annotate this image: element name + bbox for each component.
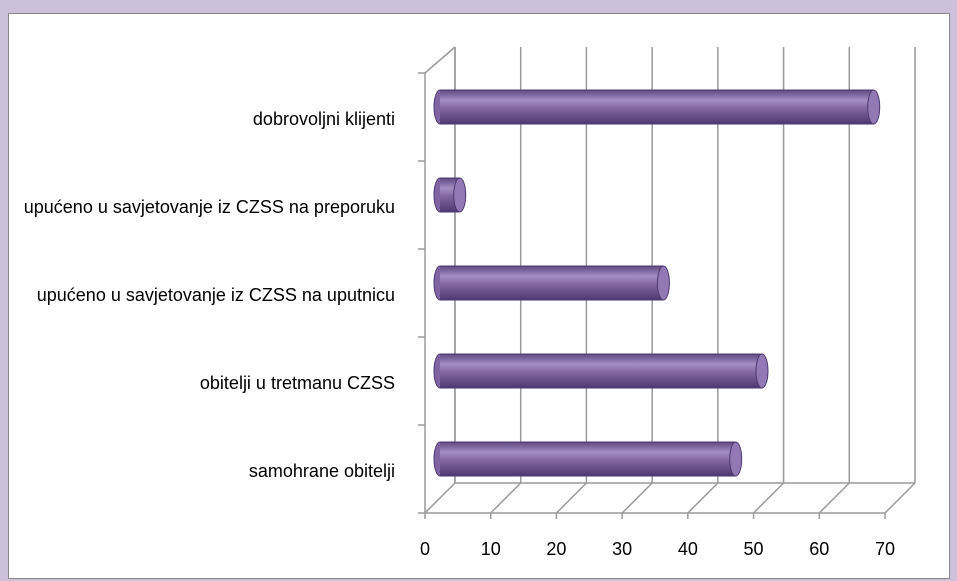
- wall-edge: [424, 46, 456, 74]
- bar-body: [440, 90, 874, 124]
- x-tick-label: 30: [612, 539, 632, 559]
- category-label: samohrane obitelji: [248, 461, 395, 481]
- bar-cap: [656, 265, 670, 301]
- grid-line: [490, 482, 522, 514]
- bar-cap: [453, 177, 467, 213]
- grid-line: [884, 482, 916, 514]
- bar: [433, 177, 467, 213]
- category-label: upućeno u savjetovanje iz CZSS na uputni…: [36, 285, 395, 305]
- bar: [433, 89, 881, 125]
- grid-line: [424, 482, 456, 514]
- bar: [433, 441, 743, 477]
- x-tick-label: 60: [809, 539, 829, 559]
- x-tick-label: 20: [546, 539, 566, 559]
- bar-body: [440, 354, 762, 388]
- x-tick-label: 10: [481, 539, 501, 559]
- bar-cap: [867, 89, 881, 125]
- bar-cap: [755, 353, 769, 389]
- grid-line: [753, 482, 785, 514]
- category-label: obitelji u tretmanu CZSS: [199, 373, 395, 393]
- x-tick-label: 70: [875, 539, 895, 559]
- bar-cap: [729, 441, 743, 477]
- bar-body: [440, 266, 664, 300]
- grid-line: [818, 482, 850, 514]
- bar: [433, 265, 670, 301]
- grid-line: [621, 482, 653, 514]
- grid-line: [687, 482, 719, 514]
- category-label: upućeno u savjetovanje iz CZSS na prepor…: [23, 197, 395, 217]
- category-label: dobrovoljni klijenti: [252, 109, 395, 129]
- bar: [433, 353, 769, 389]
- x-tick-label: 40: [678, 539, 698, 559]
- x-tick-label: 50: [744, 539, 764, 559]
- bar-body: [440, 442, 736, 476]
- x-tick-label: 0: [420, 539, 430, 559]
- grid-line: [555, 482, 587, 514]
